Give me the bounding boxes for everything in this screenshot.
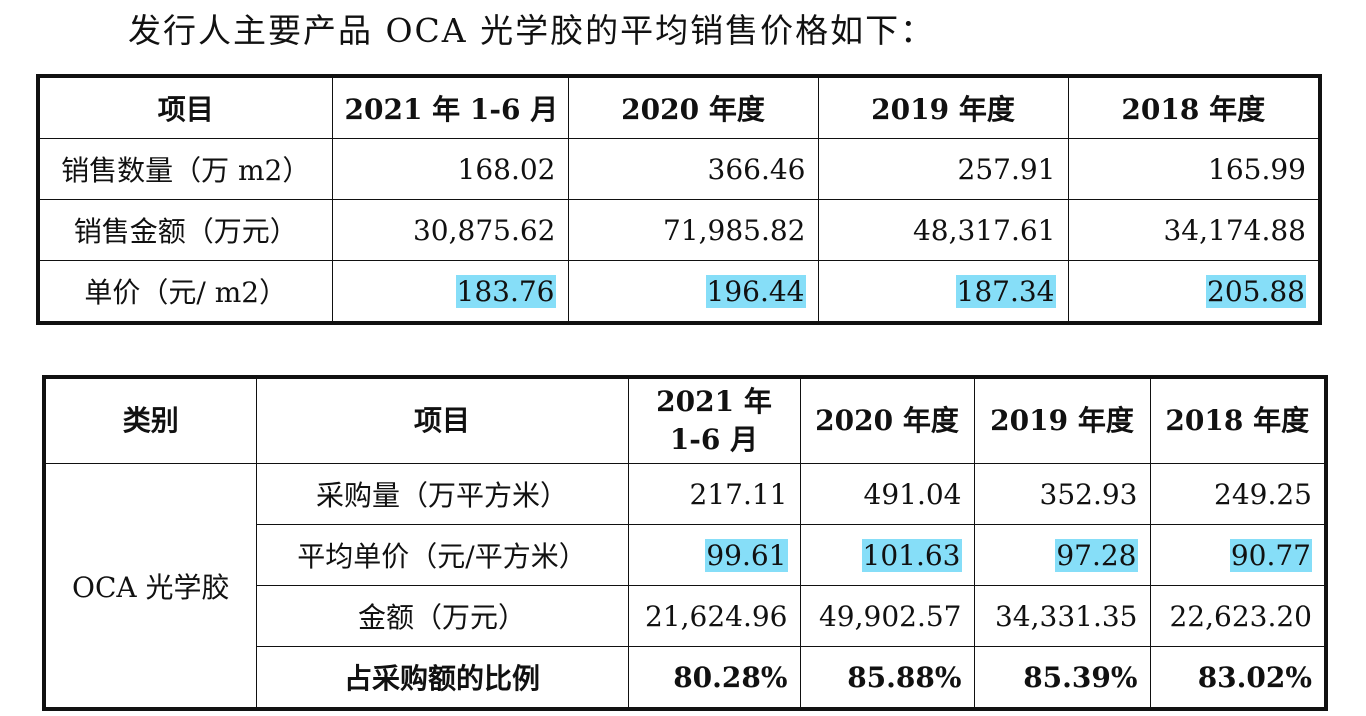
table-cell: 34,331.35 [973,585,1151,647]
table-cell: 90.77 [1149,524,1327,586]
purchase-table: 类别 项目 2021 年 1-6 月 2020 年度 2019 年度 2018 年… [42,375,1328,711]
highlighted-value: 99.61 [705,538,788,572]
header-2019: 2019 年度 [817,75,1069,139]
highlighted-value: 187.34 [955,274,1056,308]
row-label: 单价（元/ m2） [37,260,333,324]
table-cell: 196.44 [567,260,819,324]
table-cell: 85.88% [799,646,975,709]
table-cell: 491.04 [799,463,975,525]
table-cell: 97.28 [973,524,1151,586]
table-cell: 80.28% [627,646,801,709]
table-cell: 21,624.96 [627,585,801,647]
table-cell: 49,902.57 [799,585,975,647]
header-2018: 2018 年度 [1067,75,1321,139]
table-header-row: 项目 2021 年 1-6 月 2020 年度 2019 年度 2018 年度 [37,75,1321,139]
highlighted-value: 101.63 [861,538,962,572]
sales-price-table: 项目 2021 年 1-6 月 2020 年度 2019 年度 2018 年度 … [36,74,1322,325]
header-2021h1: 2021 年 1-6 月 [331,75,569,139]
header-2018: 2018 年度 [1149,376,1327,464]
table-row: 占采购额的比例 80.28% 85.88% 85.39% 83.02% [44,646,1327,709]
row-label: 采购量（万平方米） [255,463,629,525]
table-cell: 85.39% [973,646,1151,709]
table-cell: 83.02% [1149,646,1327,709]
highlighted-value: 90.77 [1229,538,1312,572]
table-row: OCA 光学胶 采购量（万平方米） 217.11 491.04 352.93 2… [43,463,1327,710]
highlighted-value: 205.88 [1206,274,1306,308]
table-cell: 99.61 [627,524,801,586]
table-row: 金额（万元） 21,624.96 49,902.57 34,331.35 22,… [44,585,1327,647]
highlighted-value: 183.76 [455,274,556,308]
header-2021h1: 2021 年 1-6 月 [627,376,801,464]
header-item: 项目 [255,376,629,464]
row-label: 金额（万元） [255,585,629,647]
table-cell: 249.25 [1149,463,1327,525]
table-cell: 187.34 [817,260,1069,324]
row-label: 销售金额（万元） [37,199,333,261]
header-item: 项目 [37,75,333,139]
table-cell: 22,623.20 [1149,585,1327,647]
header-2020: 2020 年度 [799,376,975,464]
row-label: 占采购额的比例 [255,646,629,709]
table-cell: 352.93 [973,463,1151,525]
category-cell: OCA 光学胶 [43,463,257,710]
table-cell: 101.63 [799,524,975,586]
table-row: 销售金额（万元） 30,875.62 71,985.82 48,317.61 3… [37,199,1321,261]
table-row: 销售数量（万 m2） 168.02 366.46 257.91 165.99 [37,138,1321,200]
table-cell: 366.46 [567,138,819,200]
table-cell: 183.76 [331,260,569,324]
table-cell: 48,317.61 [817,199,1069,261]
header-2021-line1: 2021 年 [656,385,772,418]
table-cell: 168.02 [331,138,569,200]
table-cell: 71,985.82 [567,199,819,261]
section-heading: 发行人主要产品 OCA 光学胶的平均销售价格如下： [128,11,936,50]
highlighted-value: 196.44 [705,274,806,308]
table-cell: 257.91 [817,138,1069,200]
header-2019: 2019 年度 [973,376,1151,464]
table-cell: 30,875.62 [331,199,569,261]
header-2021-line2: 1-6 月 [669,423,759,456]
header-2020: 2020 年度 [567,75,819,139]
row-label: 销售数量（万 m2） [37,138,333,200]
header-category: 类别 [43,376,257,464]
row-label: 平均单价（元/平方米） [255,524,629,586]
table-cell: 34,174.88 [1067,199,1321,261]
table-row: 平均单价（元/平方米） 99.61 101.63 97.28 90.77 [44,524,1327,586]
table-cell: 165.99 [1067,138,1321,200]
table-cell: 205.88 [1067,260,1321,324]
table-row: 单价（元/ m2） 183.76 196.44 187.34 205.88 [37,260,1321,324]
table-cell: 217.11 [627,463,801,525]
table-header-row: 类别 项目 2021 年 1-6 月 2020 年度 2019 年度 2018 年… [43,376,1327,464]
highlighted-value: 97.28 [1055,538,1138,572]
